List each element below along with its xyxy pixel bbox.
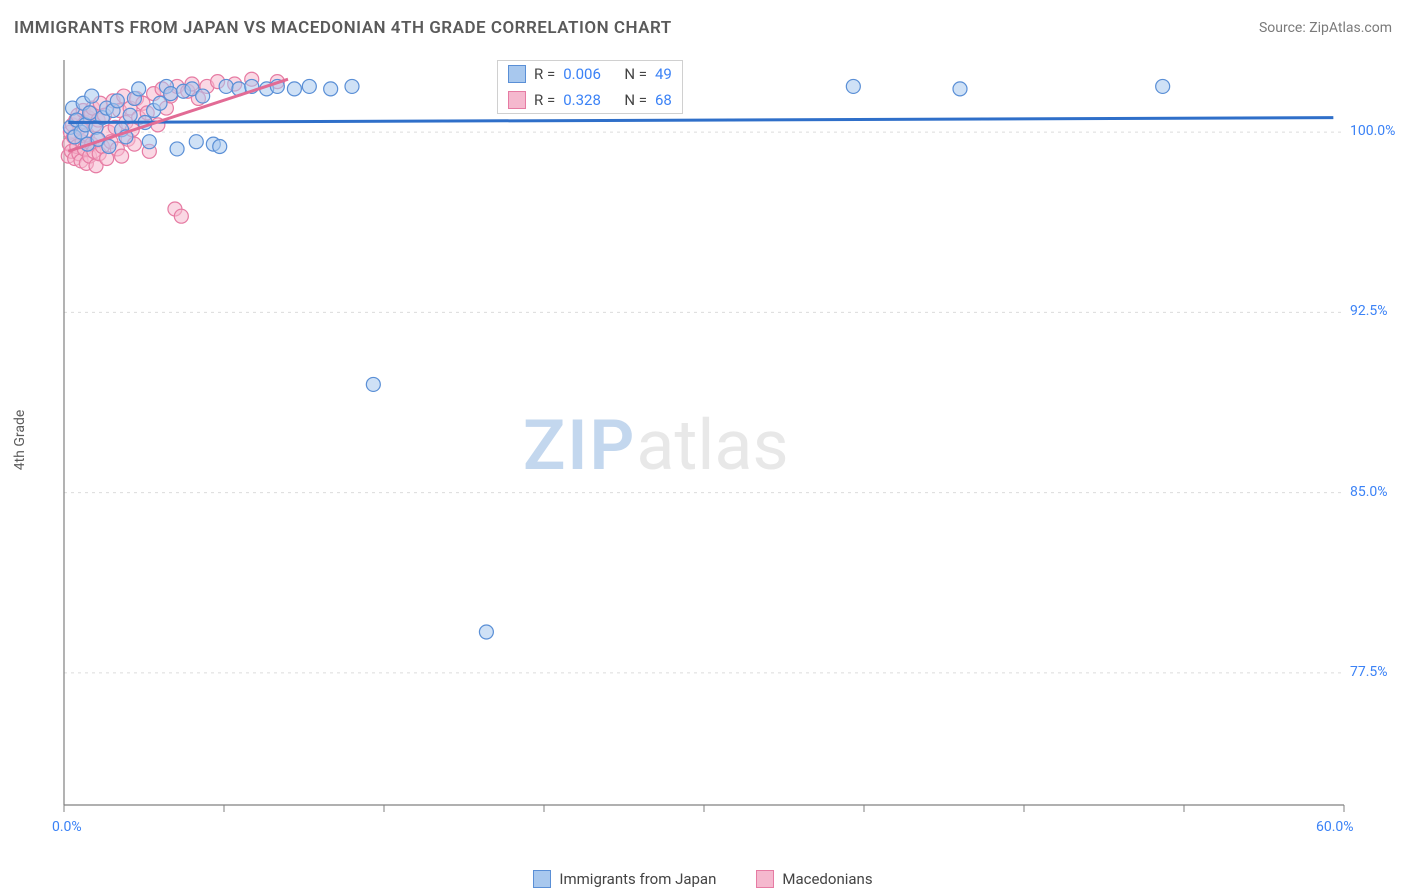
- x-start-label: 0.0%: [52, 819, 82, 835]
- legend-item-macedonians: Macedonians: [756, 870, 872, 888]
- title-bar: IMMIGRANTS FROM JAPAN VS MACEDONIAN 4TH …: [14, 18, 1392, 38]
- data-point: [132, 82, 146, 96]
- data-point: [213, 140, 227, 154]
- scatter-chart: [50, 55, 1360, 835]
- bottom-legend: Immigrants from Japan Macedonians: [0, 870, 1406, 888]
- data-point: [174, 209, 188, 223]
- data-point: [366, 377, 380, 391]
- data-point: [85, 89, 99, 103]
- legend-label-macedonians: Macedonians: [782, 870, 872, 888]
- stats-row-japan: R = 0.006 N = 49: [498, 61, 682, 87]
- data-point: [196, 89, 210, 103]
- data-point: [123, 108, 137, 122]
- legend-label-japan: Immigrants from Japan: [559, 870, 716, 888]
- x-end-label: 60.0%: [1316, 819, 1354, 835]
- chart-title: IMMIGRANTS FROM JAPAN VS MACEDONIAN 4TH …: [14, 18, 672, 38]
- data-point: [170, 142, 184, 156]
- data-point: [846, 79, 860, 93]
- stats-swatch: [508, 91, 526, 109]
- data-point: [219, 79, 233, 93]
- legend-swatch-japan: [533, 870, 551, 888]
- stats-n: 68: [655, 91, 672, 109]
- legend-item-japan: Immigrants from Japan: [533, 870, 716, 888]
- source-label: Source: ZipAtlas.com: [1259, 20, 1392, 36]
- data-point: [102, 140, 116, 154]
- data-point: [110, 94, 124, 108]
- data-point: [953, 82, 967, 96]
- legend-swatch-macedonians: [756, 870, 774, 888]
- data-point: [189, 135, 203, 149]
- y-tick-label: 85.0%: [1350, 484, 1388, 500]
- data-point: [1156, 79, 1170, 93]
- correlation-stats-box: R = 0.006 N = 49 R = 0.328 N = 68: [497, 60, 683, 114]
- data-point: [479, 625, 493, 639]
- stats-swatch: [508, 65, 526, 83]
- data-point: [83, 106, 97, 120]
- y-tick-label: 100.0%: [1350, 123, 1395, 139]
- data-point: [302, 79, 316, 93]
- data-point: [142, 135, 156, 149]
- data-point: [324, 82, 338, 96]
- y-axis-label: 4th Grade: [12, 410, 28, 471]
- trend-line-japan: [68, 118, 1333, 123]
- y-tick-label: 77.5%: [1350, 664, 1388, 680]
- chart-container: [50, 55, 1360, 835]
- data-point: [345, 79, 359, 93]
- stats-r: 0.006: [563, 65, 601, 83]
- stats-r: 0.328: [563, 91, 601, 109]
- data-point: [164, 87, 178, 101]
- stats-row-macedonians: R = 0.328 N = 68: [498, 87, 682, 113]
- stats-n: 49: [655, 65, 672, 83]
- y-tick-label: 92.5%: [1350, 303, 1388, 319]
- data-point: [287, 82, 301, 96]
- data-point: [115, 149, 129, 163]
